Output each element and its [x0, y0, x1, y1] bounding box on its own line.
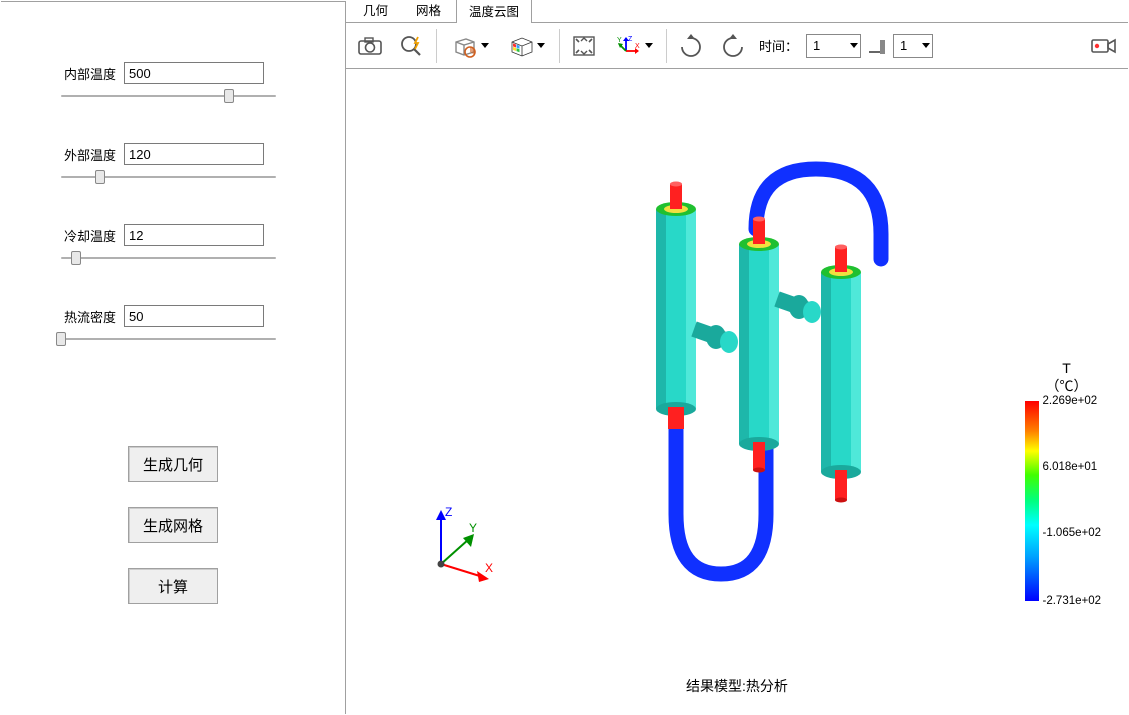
orientation-button[interactable]: ZX Y	[606, 27, 662, 65]
svg-text:X: X	[635, 43, 640, 50]
time-select[interactable]: 1	[806, 34, 861, 58]
tab-mesh[interactable]: 网格	[403, 0, 454, 22]
outer-temp-input[interactable]	[124, 143, 264, 165]
dropdown-arrow-icon	[850, 43, 858, 48]
record-button[interactable]	[1084, 27, 1124, 65]
compute-button[interactable]: 计算	[128, 568, 218, 604]
svg-text:Y: Y	[469, 521, 477, 535]
toolbar-sep-1	[436, 29, 437, 63]
toolbar-sep-2	[559, 29, 560, 63]
tab-temp-cloud[interactable]: 温度云图	[456, 0, 532, 23]
tabs-bar: 几何 网格 温度云图	[346, 1, 1128, 23]
param-heat-flux: 热流密度	[56, 305, 305, 346]
svg-text:X: X	[485, 561, 493, 575]
svg-text:Z: Z	[628, 36, 633, 43]
outer-temp-slider[interactable]	[61, 170, 276, 184]
generate-mesh-button[interactable]: 生成网格	[128, 507, 218, 543]
svg-text:Z: Z	[445, 505, 452, 519]
frame-select[interactable]: 1	[893, 34, 933, 58]
dropdown-arrow-icon	[922, 43, 930, 48]
magnifier-bolt-icon	[399, 34, 425, 58]
inner-temp-slider[interactable]	[61, 89, 276, 103]
inner-temp-label: 内部温度	[56, 64, 116, 83]
legend-tick: -2.731e+02	[1043, 595, 1102, 607]
dropdown-arrow-icon	[481, 43, 489, 48]
heat-flux-label: 热流密度	[56, 307, 116, 326]
tab-geometry[interactable]: 几何	[350, 0, 401, 22]
fit-icon	[572, 35, 596, 57]
cool-temp-input[interactable]	[124, 224, 264, 246]
cool-temp-slider[interactable]	[61, 251, 276, 265]
heat-flux-input[interactable]	[124, 305, 264, 327]
slider-end-icon	[867, 36, 887, 56]
outer-temp-label: 外部温度	[56, 145, 116, 164]
toolbar-sep-3	[666, 29, 667, 63]
slider-end-button[interactable]	[863, 27, 891, 65]
action-buttons: 生成几何 生成网格 计算	[1, 446, 345, 604]
rotate-cw-icon	[678, 34, 704, 58]
quick-zoom-button[interactable]	[392, 27, 432, 65]
cube-wire-icon	[450, 34, 478, 58]
viewport[interactable]: Z X Y T（℃） 2.269e+02 6.018e+01	[346, 69, 1128, 714]
inner-temp-input[interactable]	[124, 62, 264, 84]
rubiks-cube-icon	[510, 35, 534, 57]
frame-value: 1	[900, 38, 907, 53]
toolbar: ZX Y 时间： 1 1	[346, 23, 1128, 69]
model-render	[581, 154, 911, 614]
camera-icon	[357, 36, 383, 56]
param-outer-temp: 外部温度	[56, 143, 305, 184]
color-legend: T（℃） 2.269e+02 6.018e+01 -1.065e+02 -2.7…	[1019, 359, 1114, 601]
dropdown-arrow-icon	[645, 43, 653, 48]
param-inner-temp: 内部温度	[56, 62, 305, 103]
dropdown-arrow-icon	[537, 43, 545, 48]
colormap-button[interactable]	[499, 27, 555, 65]
heat-flux-slider[interactable]	[61, 332, 276, 346]
legend-title: T（℃）	[1046, 359, 1088, 395]
legend-bar	[1025, 401, 1039, 601]
video-camera-icon	[1090, 36, 1118, 56]
axes-small-icon: ZX Y	[616, 35, 642, 57]
view-mode-button[interactable]	[441, 27, 497, 65]
app-root: 内部温度 外部温度 冷却温度	[0, 0, 1129, 715]
rotate-ccw-icon	[720, 34, 746, 58]
time-label: 时间：	[759, 36, 798, 55]
generate-geometry-button[interactable]: 生成几何	[128, 446, 218, 482]
legend-tick: 6.018e+01	[1043, 461, 1098, 473]
rotate-cw-button[interactable]	[671, 27, 711, 65]
model-title: 结果模型:热分析	[346, 676, 1128, 696]
legend-ticks: 2.269e+02 6.018e+01 -1.065e+02 -2.731e+0…	[1039, 401, 1109, 601]
cool-temp-label: 冷却温度	[56, 226, 116, 245]
param-cool-temp: 冷却温度	[56, 224, 305, 265]
svg-text:Y: Y	[617, 37, 622, 44]
time-value: 1	[813, 38, 820, 53]
left-panel: 内部温度 外部温度 冷却温度	[1, 1, 346, 714]
legend-tick: 2.269e+02	[1043, 395, 1098, 407]
legend-tick: -1.065e+02	[1043, 527, 1102, 539]
right-area: 几何 网格 温度云图	[346, 1, 1128, 714]
rotate-ccw-button[interactable]	[713, 27, 753, 65]
fit-view-button[interactable]	[564, 27, 604, 65]
screenshot-button[interactable]	[350, 27, 390, 65]
axes-gizmo: Z X Y	[421, 504, 501, 584]
